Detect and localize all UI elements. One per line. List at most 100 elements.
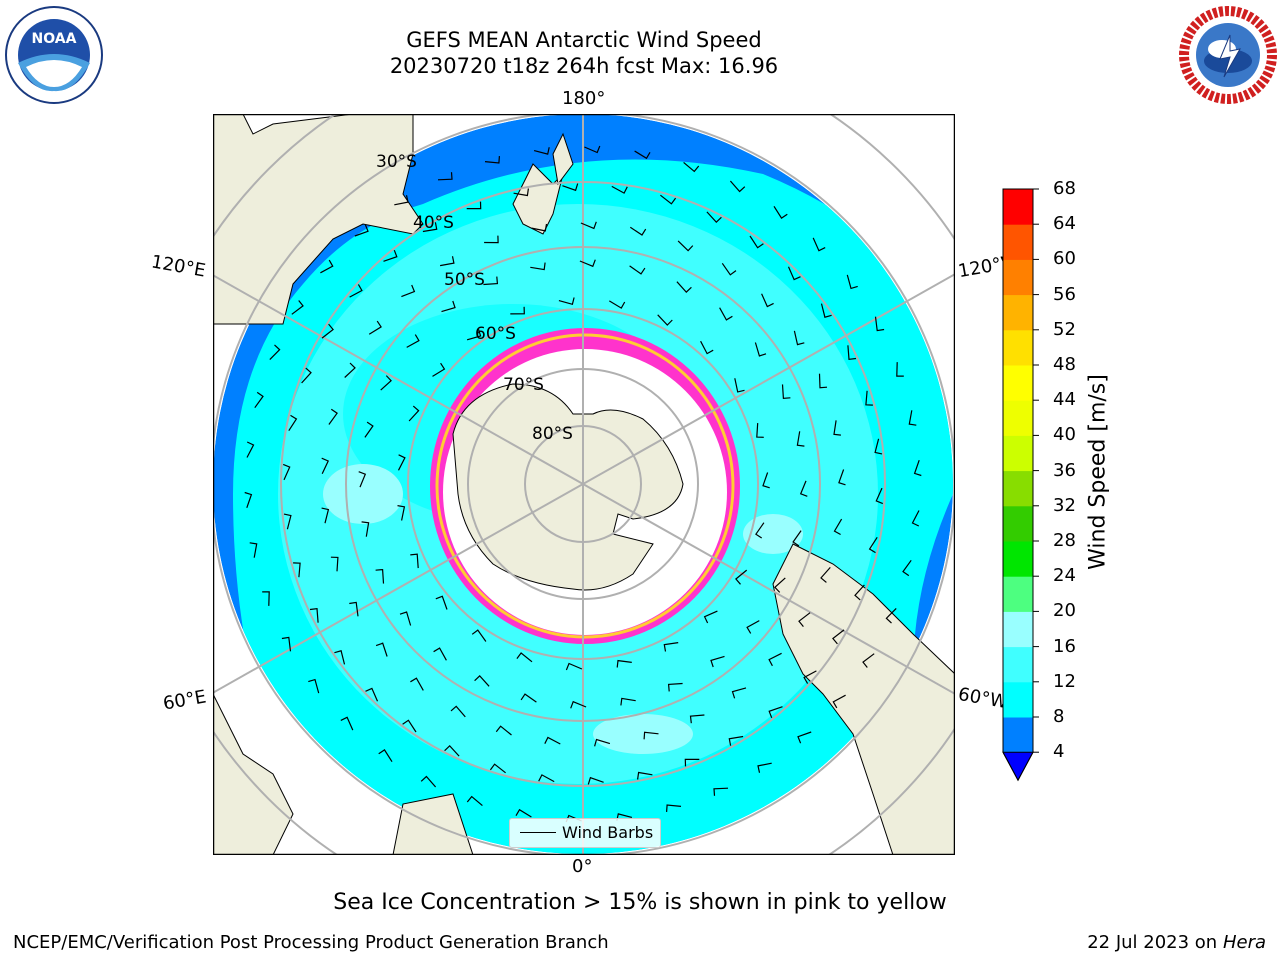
wind-barb: [450, 705, 466, 718]
lon-label-180: 180°: [562, 88, 606, 109]
chart-subtitle: 20230720 t18z 264h fcst Max: 16.96: [389, 54, 779, 78]
south-america-land: [772, 543, 955, 855]
colorbar-tick-label: 8: [1053, 706, 1065, 727]
wind-barb: [441, 300, 456, 313]
lat-label-30s: 30°S: [376, 152, 417, 172]
wind-barb: [666, 804, 682, 812]
colorbar-tick-label: 36: [1053, 459, 1076, 481]
nws-logo: [1178, 5, 1278, 109]
wind-barb: [291, 300, 304, 315]
wind-barb: [677, 240, 694, 252]
colorbar-swatch: [1003, 435, 1033, 472]
colorbar-swatch: [1003, 611, 1033, 648]
wind-barb: [608, 300, 626, 309]
wind-barb: [854, 584, 865, 601]
wind-barb: [896, 362, 904, 377]
wind-barb: [484, 235, 499, 244]
svg-text:NOAA: NOAA: [32, 31, 77, 47]
wind-barb: [354, 224, 369, 237]
map-legend: Wind Barbs: [509, 818, 661, 848]
wind-barb: [749, 235, 764, 249]
wind-barb: [538, 774, 555, 783]
footer-date-text: 22 Jul 2023 on: [1087, 932, 1223, 953]
wind-barb: [570, 700, 587, 709]
wind-barb: [773, 205, 788, 219]
colorbar-swatch: [1003, 470, 1033, 507]
wind-barb: [676, 281, 692, 293]
wind-barb: [792, 530, 802, 547]
wind-barb: [580, 221, 597, 230]
wind-barb: [820, 567, 831, 583]
lon-label-120e: 120°E: [149, 251, 208, 282]
wind-barbs: [244, 145, 922, 823]
wind-barb: [820, 303, 832, 318]
map-panel: [212, 113, 956, 856]
footer-org: NCEP/EMC/Verification Post Processing Pr…: [13, 932, 609, 953]
wind-barb: [269, 344, 281, 361]
wind-barb: [558, 297, 575, 306]
colorbar-swatch: [1003, 329, 1033, 366]
wind-barb: [768, 652, 782, 667]
colorbar-swatch: [1003, 541, 1033, 577]
wind-barb: [757, 762, 772, 773]
wind-barb: [565, 662, 583, 671]
wind-barb: [364, 421, 374, 438]
wind-barb: [833, 518, 843, 536]
wind-barb: [474, 675, 490, 687]
wind-barb: [406, 334, 420, 348]
lat-label-40s: 40°S: [413, 213, 454, 233]
legend-label: Wind Barbs: [562, 823, 654, 842]
wind-barb: [762, 472, 770, 489]
wind-barb: [288, 414, 298, 432]
colorbar-swatch: [1003, 294, 1033, 331]
wind-barb: [301, 367, 312, 384]
wind-barb: [683, 161, 700, 173]
wind-barb: [380, 375, 392, 391]
wind-barb: [321, 323, 334, 339]
wind-barb: [797, 731, 812, 744]
wind-barb: [283, 513, 292, 530]
colorbar-tick-label: 32: [1053, 494, 1076, 516]
wind-barb: [466, 329, 482, 341]
colorbar-tick-label: 4: [1053, 741, 1065, 763]
wind-barb: [437, 172, 453, 181]
wind-barb: [774, 577, 786, 593]
wind-barb: [818, 373, 828, 389]
wind-barb: [531, 223, 548, 232]
wind-barb: [358, 471, 367, 488]
wind-barb: [706, 211, 722, 224]
colorbar-extend-arrow: [1002, 751, 1034, 782]
wind-barb: [667, 682, 683, 692]
colorbar-tick-label: 24: [1053, 565, 1076, 587]
wind-barb: [710, 655, 725, 668]
wind-band-16-20: [323, 464, 403, 524]
wind-barb: [368, 320, 382, 335]
wind-barb: [495, 725, 512, 736]
wind-barb: [246, 441, 255, 458]
wind-barb: [262, 591, 270, 606]
wind-barb: [908, 410, 917, 426]
wind-barb: [410, 553, 419, 569]
wind-barb: [340, 716, 354, 731]
colorbar-swatch: [1003, 646, 1033, 683]
colorbar-tick-label: 64: [1053, 213, 1076, 235]
wind-barb: [244, 491, 253, 508]
wind-barb: [584, 145, 601, 154]
wind-barb: [731, 687, 747, 699]
wind-barb: [432, 362, 446, 377]
wind-barb: [832, 629, 845, 645]
wind-barb: [611, 185, 628, 194]
wind-barb: [533, 147, 550, 155]
lat-label-50s: 50°S: [444, 270, 485, 290]
wind-barb: [689, 714, 705, 724]
wind-barb: [466, 201, 482, 210]
lat-label-60s: 60°S: [475, 324, 516, 344]
wind-barb: [378, 749, 393, 763]
colorbar-tick-label: 68: [1053, 178, 1076, 199]
wind-barb: [349, 601, 359, 617]
antarctica-land: [452, 383, 684, 591]
colorbar-frame: [1002, 188, 1034, 782]
lat-label-70s: 70°S: [503, 375, 544, 395]
wind-barb: [544, 736, 561, 745]
wind-barb: [375, 642, 388, 657]
